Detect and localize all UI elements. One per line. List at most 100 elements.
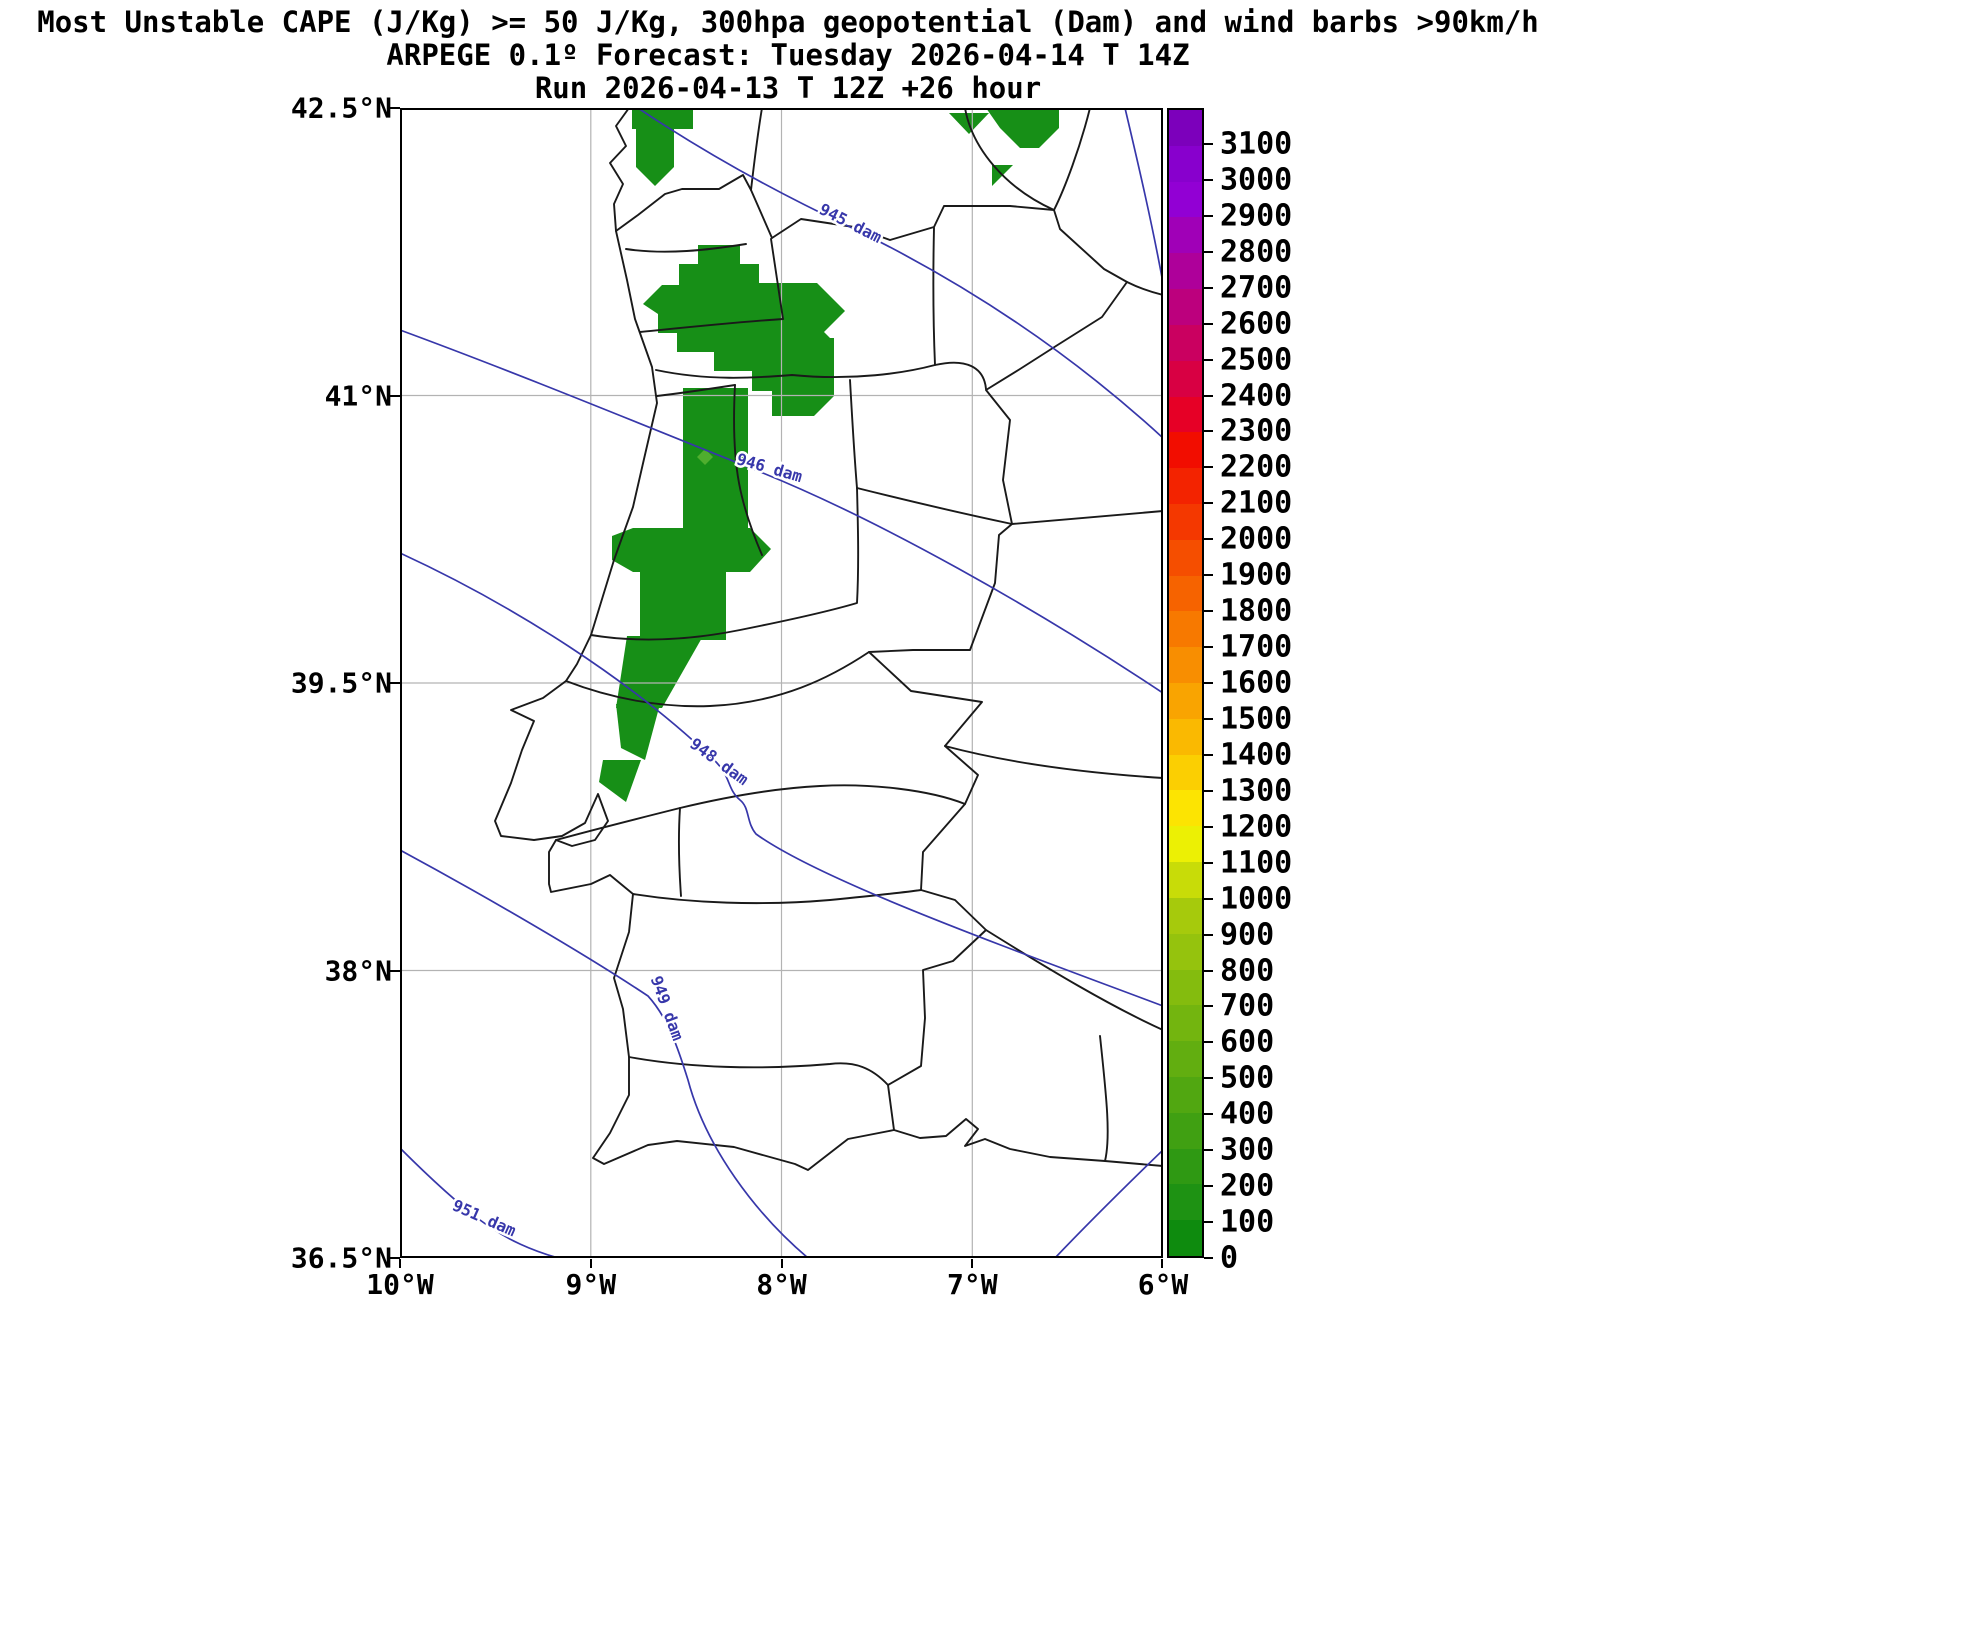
colorbar-segment <box>1169 575 1202 612</box>
colorbar-segment <box>1169 1005 1202 1042</box>
district-boundary <box>849 379 858 489</box>
colorbar-tick-label: 1800 <box>1220 593 1293 629</box>
x-tick-mark <box>780 1259 783 1268</box>
colorbar-tick-mark <box>1204 286 1213 289</box>
colorbar-segment <box>1169 1148 1202 1185</box>
district-boundary <box>590 487 860 641</box>
colorbar-tick-mark <box>1204 142 1213 145</box>
district-boundary <box>625 243 747 253</box>
colorbar-tick-label: 400 <box>1220 1096 1275 1132</box>
colorbar-segment <box>1169 110 1202 146</box>
cape-region <box>632 108 693 186</box>
colorbar-tick-mark <box>1204 574 1213 577</box>
colorbar-tick-mark <box>1204 1257 1213 1259</box>
colorbar-tick-mark <box>1204 214 1213 217</box>
colorbar-tick-label: 600 <box>1220 1024 1275 1060</box>
colorbar-segment <box>1169 683 1202 719</box>
geopotential-contour <box>400 552 1163 1007</box>
colorbar-tick-mark <box>1204 1005 1213 1008</box>
colorbar-tick-mark <box>1204 969 1213 972</box>
colorbar-tick-label: 2400 <box>1220 378 1293 413</box>
colorbar-segment <box>1169 897 1202 934</box>
colorbar-tick-label: 500 <box>1220 1060 1275 1096</box>
colorbar-tick-label: 2200 <box>1220 449 1293 485</box>
province-boundary <box>750 108 763 191</box>
geopotential-contour <box>1054 1149 1163 1258</box>
colorbar-tick-mark <box>1204 789 1213 792</box>
colorbar-tick-label: 1400 <box>1220 737 1293 773</box>
colorbar-tick-mark <box>1204 1185 1213 1188</box>
x-tick-label: 9°W <box>565 1268 617 1301</box>
colorbar-tick-mark <box>1204 1149 1213 1152</box>
colorbar-segment <box>1169 933 1202 970</box>
province-boundary <box>1126 281 1163 296</box>
x-tick-mark <box>399 1259 401 1268</box>
colorbar-segment <box>1169 253 1202 290</box>
colorbar-segment <box>1169 754 1202 791</box>
cape-region <box>772 338 834 416</box>
map-canvas: 945 dam 946 dam 948 dam 949 dam 951 dam <box>400 108 1163 1258</box>
cape-light-cell <box>697 449 713 465</box>
province-boundary <box>1099 1035 1109 1162</box>
plot-frame <box>400 108 1163 1258</box>
y-tick-label: 38°N <box>324 954 392 987</box>
geopotential-contour <box>400 1147 559 1258</box>
colorbar-tick-label: 1600 <box>1220 665 1293 701</box>
district-boundary <box>677 807 682 897</box>
colorbar-tick-label: 2800 <box>1220 234 1293 270</box>
colorbar-tick-label: 100 <box>1220 1204 1275 1240</box>
colorbar-segment <box>1169 432 1202 469</box>
district-boundary <box>932 227 936 366</box>
geopotential-contour <box>1124 108 1163 284</box>
colorbar-tick-mark <box>1204 502 1213 505</box>
colorbar-tick-label: 0 <box>1220 1240 1239 1276</box>
colorbar-tick-mark <box>1204 1077 1213 1080</box>
colorbar-segment <box>1169 826 1202 863</box>
colorbar-tick-label: 1500 <box>1220 701 1293 737</box>
cape-region <box>612 528 771 572</box>
colorbar-segment <box>1169 217 1202 254</box>
cape-region <box>616 636 703 708</box>
contour-label-951: 951 dam <box>450 1196 520 1241</box>
y-tick-mark <box>390 107 400 109</box>
cape-region <box>616 704 660 760</box>
colorbar-ticks: 3100 3000 2900 2800 2700 2600 2500 2400 2300 2200… <box>1204 108 1374 1276</box>
x-tick-mark <box>971 1259 974 1268</box>
x-tick-label: 6°W <box>1137 1268 1189 1301</box>
x-tick-label: 8°W <box>756 1268 807 1301</box>
cape-region <box>599 760 641 802</box>
colorbar-tick-label: 3000 <box>1220 162 1293 198</box>
district-boundary <box>639 318 784 333</box>
colorbar-segment <box>1169 539 1202 576</box>
colorbar-tick-label: 800 <box>1220 953 1275 988</box>
colorbar-segment <box>1169 611 1202 648</box>
colorbar-segment <box>1169 181 1202 218</box>
colorbar-tick-mark <box>1204 646 1213 649</box>
cape-region <box>986 108 1059 148</box>
colorbar-tick-label: 700 <box>1220 988 1275 1024</box>
province-boundary <box>1011 510 1163 525</box>
colorbar-tick-mark <box>1204 825 1213 828</box>
colorbar-tick-mark <box>1204 897 1213 900</box>
colorbar-segment <box>1169 1076 1202 1113</box>
district-boundary <box>628 1056 889 1086</box>
province-boundary <box>985 929 1163 1031</box>
colorbar-tick-mark <box>1204 1041 1213 1044</box>
colorbar-segment <box>1169 969 1202 1006</box>
geopotential-contour <box>637 108 1163 439</box>
colorbar-tick-mark <box>1204 933 1213 936</box>
colorbar-tick-mark <box>1204 861 1213 864</box>
contour-label-948: 948 dam <box>686 734 752 789</box>
colorbar-segment <box>1169 324 1202 361</box>
title-block: Most Unstable CAPE (J/Kg) >= 50 J/Kg, 30… <box>37 6 1539 105</box>
colorbar-segment <box>1169 396 1202 433</box>
colorbar-segment <box>1169 1184 1202 1221</box>
colorbar-tick-mark <box>1204 358 1213 361</box>
colorbar-tick-label: 1900 <box>1220 557 1293 593</box>
province-boundary <box>964 108 1055 211</box>
x-tick-label: 10°W <box>366 1268 434 1301</box>
boundaries <box>494 108 1163 1171</box>
contour-label-949: 949 dam <box>647 973 688 1043</box>
chart-subtitle: ARPEGE 0.1º Forecast: Tuesday 2026-04-14… <box>386 38 1190 72</box>
